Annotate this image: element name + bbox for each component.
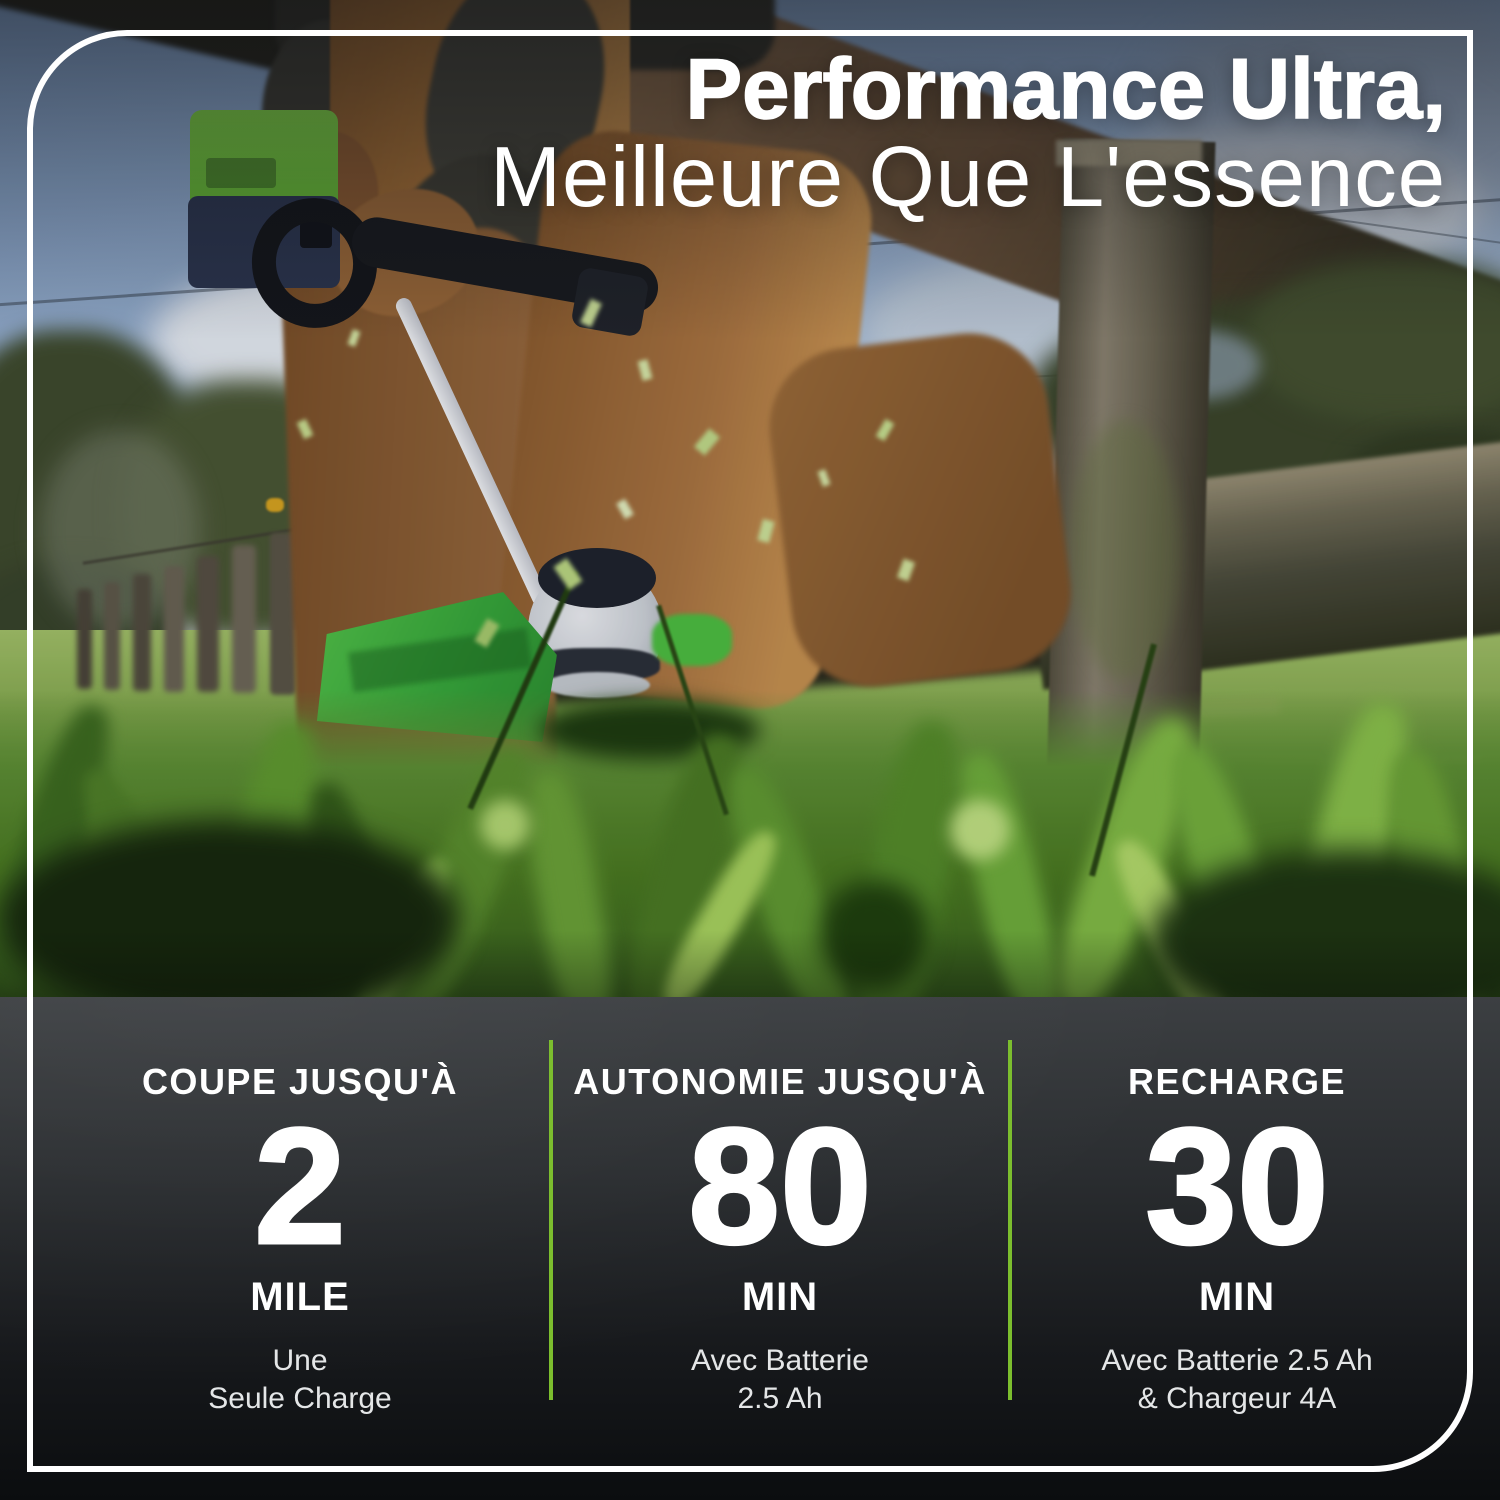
grass-bokeh-light (950, 800, 1010, 860)
stat-unit: MIN (1198, 1274, 1276, 1319)
panel-sheen (0, 997, 1500, 1500)
stat-note: Avec Batterie 2.5 Ah (555, 1342, 1005, 1418)
post-moss (1070, 420, 1180, 680)
stat-value: 80 (687, 1094, 874, 1278)
insulator-yellow (266, 498, 284, 512)
headline-line2: Meilleure Que L'essence (490, 130, 1446, 225)
fence-post (104, 582, 120, 690)
stat-note: Avec Batterie 2.5 Ah & Chargeur 4A (1012, 1342, 1462, 1418)
fence-post (133, 574, 151, 691)
stat-note-line1: Avec Batterie (691, 1343, 869, 1377)
headline-line1: Performance Ultra, (685, 42, 1447, 137)
grass-bokeh (820, 880, 930, 990)
fence-post (77, 589, 92, 689)
green-divider (1008, 1040, 1012, 1400)
grass-vignette (0, 820, 460, 997)
bottom-fade (0, 930, 1500, 997)
stat-column-runtime: AUTONOMIE JUSQU'À 80 MIN Avec Batterie 2… (555, 997, 1005, 1500)
stat-note-line1: Une (272, 1343, 328, 1377)
green-divider (549, 1040, 553, 1400)
fence-post (197, 556, 219, 692)
stat-label: AUTONOMIE JUSQU'À (573, 1061, 987, 1102)
grass-bokeh-light (480, 800, 530, 850)
stat-note-line2: Seule Charge (208, 1381, 392, 1415)
headline: Performance Ultra, Meilleure Que L'essen… (490, 42, 1447, 225)
stat-unit: MILE (250, 1274, 350, 1319)
stat-unit: MIN (741, 1274, 819, 1319)
hero-photo (0, 0, 1500, 997)
stat-label: COUPE JUSQU'À (141, 1061, 459, 1102)
stat-label: RECHARGE (1127, 1061, 1346, 1102)
stat-value: 30 (1144, 1094, 1331, 1278)
fence-post (232, 545, 256, 693)
title-scrim (0, 0, 1500, 340)
stat-note-line1: Avec Batterie 2.5 Ah (1101, 1343, 1373, 1377)
stat-note-line2: 2.5 Ah (737, 1381, 823, 1415)
stat-note-line2: & Chargeur 4A (1137, 1381, 1337, 1415)
trimmer-spool-cap (538, 548, 656, 608)
stat-note: Une Seule Charge (60, 1342, 540, 1418)
stats-panel: COUPE JUSQU'À 2 MILE Une Seule Charge AU… (0, 997, 1500, 1500)
fence-post (164, 566, 184, 692)
stat-column-recharge: RECHARGE 30 MIN Avec Batterie 2.5 Ah & C… (1012, 997, 1462, 1500)
stat-value: 2 (253, 1094, 348, 1278)
stat-column-cut-distance: COUPE JUSQU'À 2 MILE Une Seule Charge (60, 997, 540, 1500)
